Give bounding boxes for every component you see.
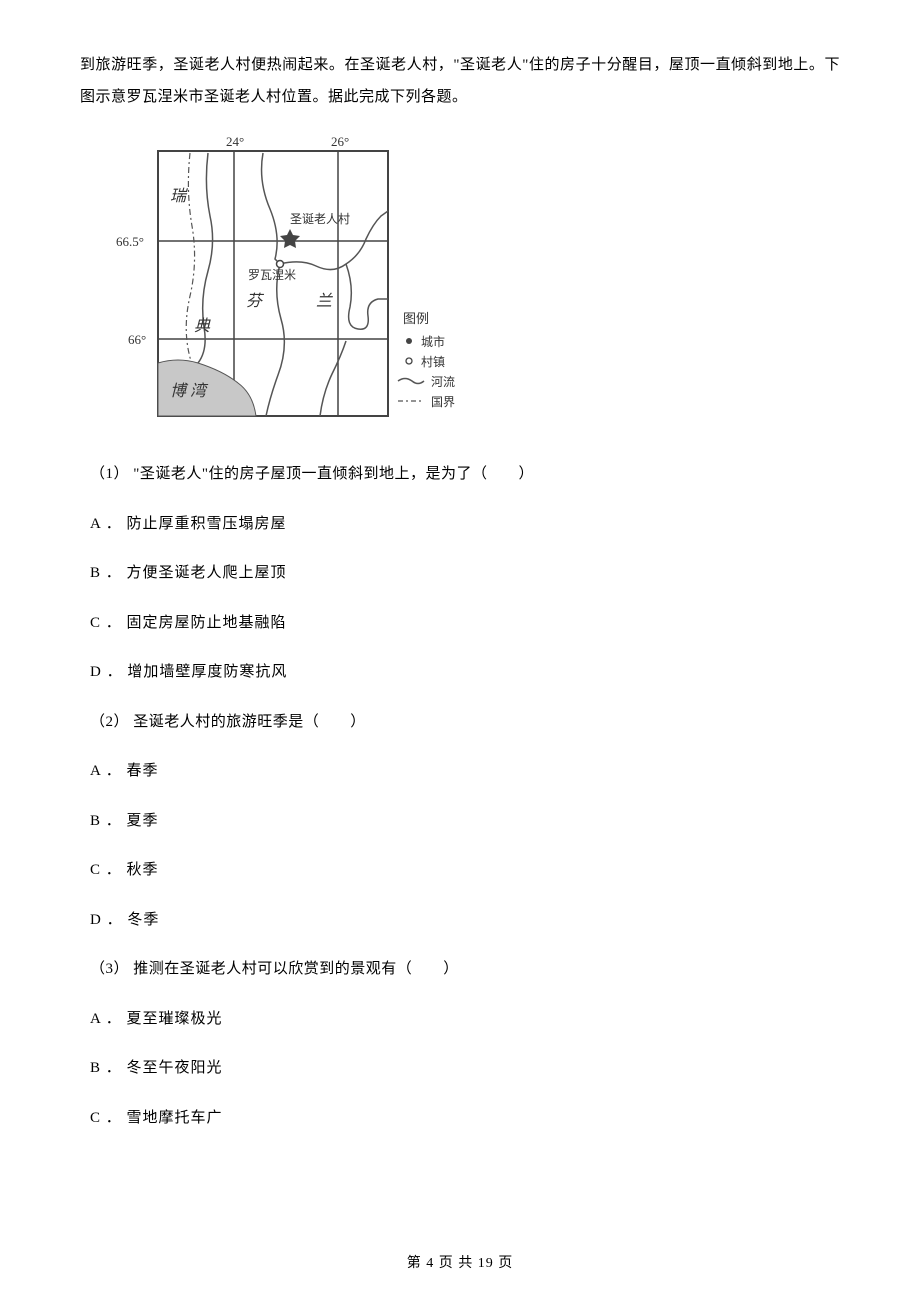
- city-label: 罗瓦涅米: [248, 268, 296, 282]
- lat-label-0: 66.5°: [116, 234, 144, 249]
- q3-opt-b: B ． 冬至午夜阳光: [90, 1053, 840, 1085]
- country-main-b: 兰: [316, 292, 333, 310]
- map-figure: 24° 26° 66.5° 66° 瑞 典 芬 兰 圣诞: [98, 131, 840, 431]
- q2-opt-b: B ． 夏季: [90, 806, 840, 838]
- lon-label-1: 26°: [331, 134, 349, 149]
- q1-opt-b: B ． 方便圣诞老人爬上屋顶: [90, 558, 840, 590]
- intro-paragraph: 到旅游旺季，圣诞老人村便热闹起来。在圣诞老人村，"圣诞老人"住的房子十分醒目，屋…: [80, 50, 840, 113]
- lon-label-0: 24°: [226, 134, 244, 149]
- legend-river: 河流: [431, 375, 455, 389]
- legend-border: 国界: [431, 395, 455, 409]
- country-main-a: 芬: [246, 292, 265, 310]
- legend-title: 图例: [403, 311, 429, 326]
- map-svg: 24° 26° 66.5° 66° 瑞 典 芬 兰 圣诞: [98, 131, 478, 431]
- country-left-b: 典: [194, 317, 211, 335]
- q1-opt-d: D ． 增加墙壁厚度防寒抗风: [90, 657, 840, 689]
- q2-stem: （2） 圣诞老人村的旅游旺季是（ ）: [90, 707, 840, 739]
- legend-city: 城市: [421, 334, 445, 349]
- village-label: 圣诞老人村: [290, 212, 350, 226]
- q3-stem: （3） 推测在圣诞老人村可以欣赏到的景观有（ ）: [90, 954, 840, 986]
- q2-opt-a: A ． 春季: [90, 756, 840, 788]
- q1-opt-c: C ． 固定房屋防止地基融陷: [90, 608, 840, 640]
- q1-opt-a: A ． 防止厚重积雪压塌房屋: [90, 509, 840, 541]
- legend-town: 村镇: [421, 355, 445, 369]
- country-left-a: 瑞: [170, 187, 188, 205]
- lat-label-1: 66°: [128, 332, 146, 347]
- q3-opt-c: C ． 雪地摩托车广: [90, 1103, 840, 1135]
- sea-label: 博 湾: [170, 382, 209, 400]
- q1-stem: （1） "圣诞老人"住的房子屋顶一直倾斜到地上，是为了（ ）: [90, 459, 840, 491]
- page-footer: 第 4 页 共 19 页: [0, 1252, 920, 1272]
- q3-opt-a: A ． 夏至璀璨极光: [90, 1004, 840, 1036]
- q2-opt-d: D ． 冬季: [90, 905, 840, 937]
- q2-opt-c: C ． 秋季: [90, 855, 840, 887]
